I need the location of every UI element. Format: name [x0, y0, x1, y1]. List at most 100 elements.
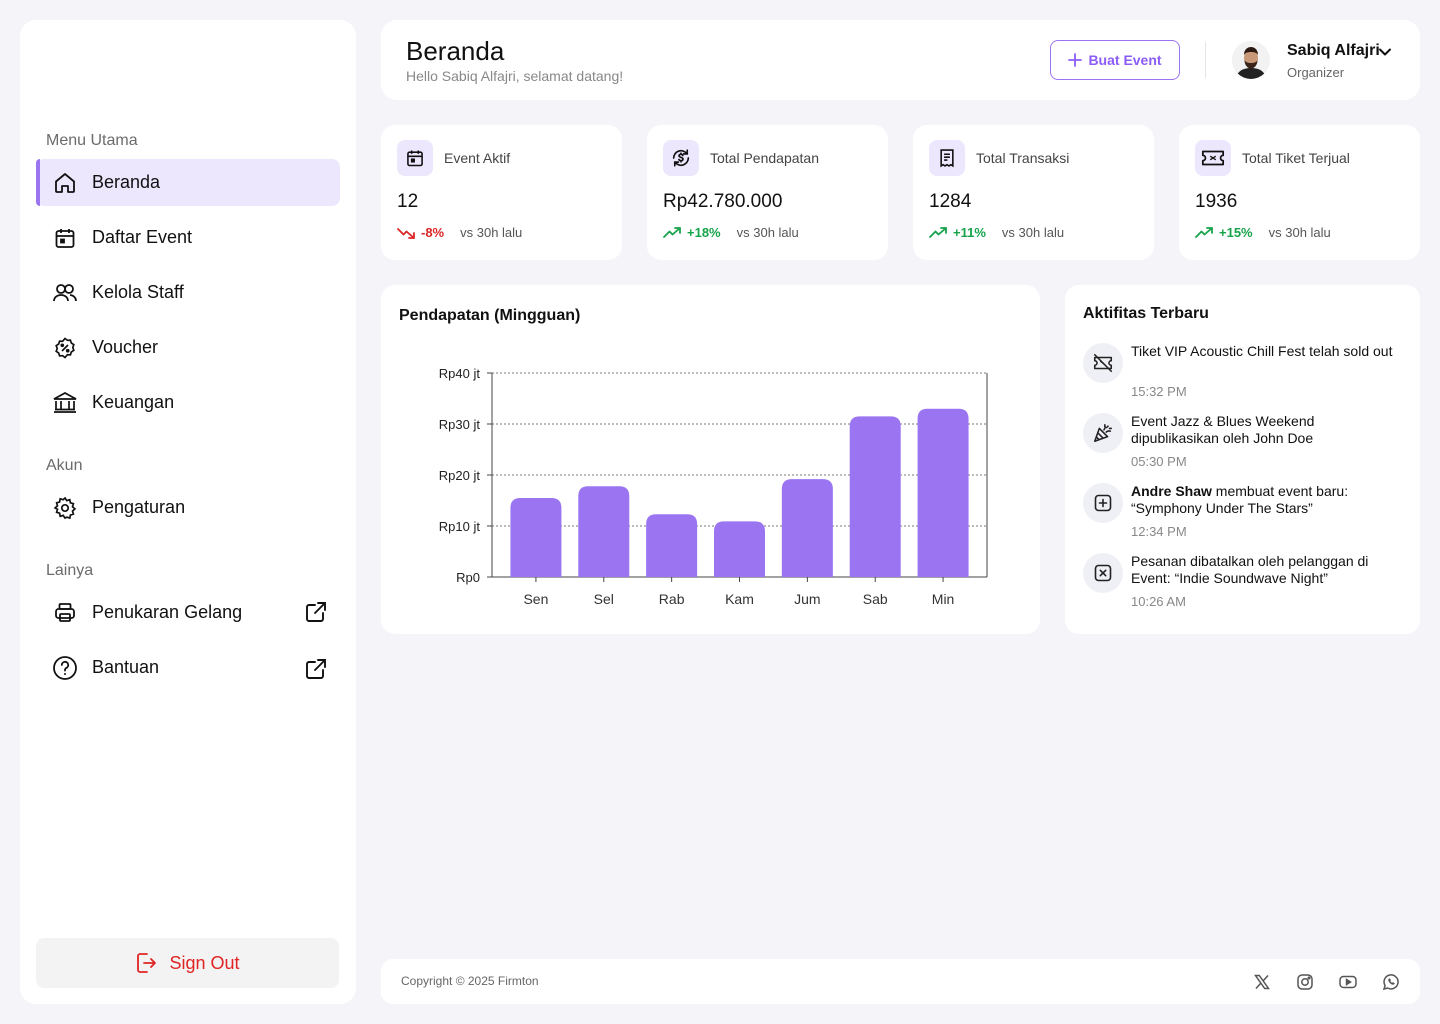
y-tick-label: Rp10 jt [439, 519, 481, 534]
plus-icon [1068, 53, 1083, 67]
sidebar-item-voucher[interactable]: Voucher [36, 324, 340, 371]
stat-compare: vs 30h lalu [460, 225, 523, 240]
stat-compare: vs 30h lalu [736, 225, 799, 240]
activity-time: 12:34 PM [1131, 524, 1187, 539]
activity-actor: Andre Shaw [1131, 483, 1212, 499]
activity-text: Event Jazz & Blues Weekend dipublikasika… [1131, 413, 1315, 446]
trend-down-icon [397, 227, 415, 239]
external-link-icon[interactable] [304, 657, 328, 681]
bar-sab [849, 416, 901, 577]
sidebar-item-label: Beranda [92, 172, 161, 192]
sidebar-item-bantuan[interactable]: Bantuan [36, 644, 340, 691]
sidebar-item-beranda[interactable]: Beranda [36, 159, 340, 206]
whatsapp-icon[interactable] [1381, 972, 1401, 992]
bar-kam [714, 521, 765, 577]
avatar[interactable] [1232, 41, 1270, 79]
stat-label: Event Aktif [444, 150, 511, 166]
sign-out-label: Sign Out [169, 952, 240, 973]
instagram-icon[interactable] [1295, 972, 1315, 992]
trend-up-icon [929, 226, 947, 239]
x-icon[interactable] [1252, 972, 1272, 992]
x-tick-label: Min [932, 591, 955, 607]
bar-min [917, 408, 969, 577]
sidebar-item-label: Pengaturan [92, 497, 186, 517]
bar-rab [646, 514, 698, 577]
sidebar-item-penukaran-gelang[interactable]: Penukaran Gelang [36, 589, 340, 636]
sidebar-item-label: Bantuan [92, 657, 160, 677]
stat-value: Rp42.780.000 [663, 191, 783, 212]
sidebar: Menu Utama Beranda Daftar Event Kelola S… [20, 20, 356, 1004]
sidebar-item-label: Daftar Event [92, 227, 193, 247]
y-tick-label: Rp20 jt [439, 468, 481, 483]
revenue-chart: Rp0 Rp10 jt Rp20 jt Rp30 jt Rp40 jt Sen Sel Rab… [439, 366, 988, 607]
stat-label: Total Pendapatan [710, 150, 819, 166]
user-name: Sabiq Alfajri [1287, 42, 1380, 59]
x-square-icon [1083, 553, 1123, 593]
sidebar-item-pengaturan[interactable]: Pengaturan [36, 484, 340, 531]
stat-card-total-tiket: Total Tiket Terjual 1936 +15% vs 30h lal… [1179, 125, 1420, 260]
stat-trend: +18% vs 30h lalu [663, 225, 799, 240]
youtube-icon[interactable] [1338, 972, 1358, 992]
section-label-other: Lainya [46, 562, 94, 579]
y-tick-label: Rp30 jt [439, 417, 481, 432]
gear-icon [52, 495, 78, 521]
create-event-button[interactable]: Buat Event [1050, 40, 1180, 80]
create-event-label: Buat Event [1088, 52, 1162, 68]
help-circle-icon [52, 655, 78, 681]
sidebar-item-label: Kelola Staff [92, 282, 184, 302]
sidebar-item-label: Keuangan [92, 392, 175, 412]
activity-time: 15:32 PM [1131, 384, 1187, 399]
receipt-icon [929, 140, 965, 176]
chevron-down-icon[interactable] [1377, 44, 1393, 60]
trend-up-icon [1195, 226, 1213, 239]
x-tick-label: Sel [594, 591, 614, 607]
activity-text: Andre Shaw membuat event baru: “Symphony… [1131, 483, 1401, 517]
bank-icon [52, 390, 78, 416]
greeting-text: Hello Sabiq Alfajri, selamat datang! [406, 68, 624, 84]
sidebar-item-keuangan[interactable]: Keuangan [36, 379, 340, 426]
external-link-icon[interactable] [304, 600, 328, 624]
sign-out-button[interactable]: Sign Out [36, 938, 339, 988]
activity-card: Aktifitas Terbaru Tiket VIP Acoustic Chi… [1065, 285, 1420, 634]
activity-title: Aktifitas Terbaru [1083, 305, 1209, 322]
discount-badge-icon [52, 335, 78, 361]
calendar-icon [52, 225, 78, 251]
page-title: Beranda [406, 36, 505, 66]
stat-change: +18% [687, 225, 721, 240]
revenue-chart-card: Rp0 Rp10 jt Rp20 jt Rp30 jt Rp40 jt Sen Sel Rab… [381, 285, 1040, 634]
stat-value: 1284 [929, 191, 972, 212]
bar-sen [510, 497, 562, 577]
stat-card-total-transaksi: Total Transaksi 1284 +11% vs 30h lalu [913, 125, 1154, 260]
stat-label: Total Transaksi [976, 150, 1070, 166]
stat-change: +15% [1219, 225, 1253, 240]
stat-value: 12 [397, 191, 419, 212]
ticket-icon [1195, 140, 1231, 176]
x-tick-label: Rab [659, 591, 685, 607]
sidebar-item-kelola-staff[interactable]: Kelola Staff [36, 269, 340, 316]
chart-title: Pendapatan (Mingguan) [399, 307, 581, 324]
sidebar-item-label: Penukaran Gelang [92, 602, 243, 622]
stat-value: 1936 [1195, 191, 1238, 212]
activity-time: 05:30 PM [1131, 454, 1187, 469]
trend-up-icon [663, 226, 681, 239]
ticket-off-icon [1083, 343, 1123, 383]
stat-change: +11% [953, 225, 986, 240]
x-tick-label: Sen [523, 591, 548, 607]
stat-card-total-pendapatan: Total Pendapatan Rp42.780.000 +18% vs 30… [647, 125, 888, 260]
user-role: Organizer [1287, 65, 1345, 80]
section-label-main: Menu Utama [46, 132, 138, 149]
footer: Copyright © 2025 Firmton [381, 959, 1420, 1004]
stat-change: -8% [421, 225, 445, 240]
activity-text-rest: membuat event baru: “Symphony Under The … [1131, 483, 1349, 516]
stat-trend: +11% vs 30h lalu [929, 225, 1064, 240]
calendar-icon [397, 140, 433, 176]
sidebar-item-daftar-event[interactable]: Daftar Event [36, 214, 340, 261]
users-icon [52, 280, 78, 306]
home-icon [52, 170, 78, 196]
stat-compare: vs 30h lalu [1268, 225, 1331, 240]
logout-icon [135, 952, 157, 974]
stat-label: Total Tiket Terjual [1242, 150, 1350, 166]
sidebar-item-label: Voucher [92, 337, 159, 357]
plus-square-icon [1083, 483, 1123, 523]
bar-jum [781, 479, 833, 577]
